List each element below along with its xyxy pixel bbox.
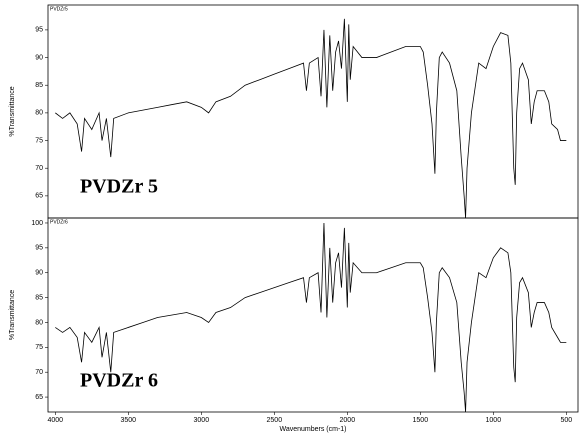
x-tick-label: 1000 bbox=[486, 417, 502, 424]
spectrum-line bbox=[55, 18, 567, 218]
panel-id: PVDZr5 bbox=[50, 6, 68, 12]
x-tick-label: 2000 bbox=[340, 417, 356, 424]
y-tick-label: 90 bbox=[35, 270, 43, 277]
x-tick-label: 3500 bbox=[121, 417, 137, 424]
x-tick-label: 1500 bbox=[413, 417, 429, 424]
y-tick-label: 85 bbox=[35, 82, 43, 89]
y-tick-label: 65 bbox=[35, 394, 43, 401]
y-axis-label: %Transmittance bbox=[9, 290, 16, 340]
x-tick-label: 500 bbox=[560, 417, 572, 424]
y-tick-label: 75 bbox=[35, 137, 43, 144]
y-tick-label: 90 bbox=[35, 54, 43, 61]
y-tick-label: 100 bbox=[31, 220, 43, 227]
y-tick-label: 80 bbox=[35, 319, 43, 326]
y-tick-label: 95 bbox=[35, 27, 43, 34]
x-tick-label: 3000 bbox=[194, 417, 210, 424]
y-tick-label: 65 bbox=[35, 193, 43, 200]
sample-label: PVDZr 6 bbox=[80, 370, 158, 392]
y-tick-label: 70 bbox=[35, 165, 43, 172]
spectrum-line bbox=[55, 222, 567, 412]
x-tick-label: 2500 bbox=[267, 417, 283, 424]
y-tick-label: 70 bbox=[35, 369, 43, 376]
y-axis-label: %Transmittance bbox=[9, 86, 16, 136]
x-tick-label: 4000 bbox=[48, 417, 64, 424]
plot-frame bbox=[47, 217, 579, 413]
x-axis-label: Wavenumbers (cm-1) bbox=[279, 426, 346, 433]
y-tick-label: 95 bbox=[35, 245, 43, 252]
y-tick-label: 75 bbox=[35, 344, 43, 351]
y-tick-label: 85 bbox=[35, 294, 43, 301]
panel-id: PVDZr6 bbox=[50, 219, 68, 225]
sample-label: PVDZr 5 bbox=[80, 176, 158, 198]
y-tick-label: 80 bbox=[35, 110, 43, 117]
